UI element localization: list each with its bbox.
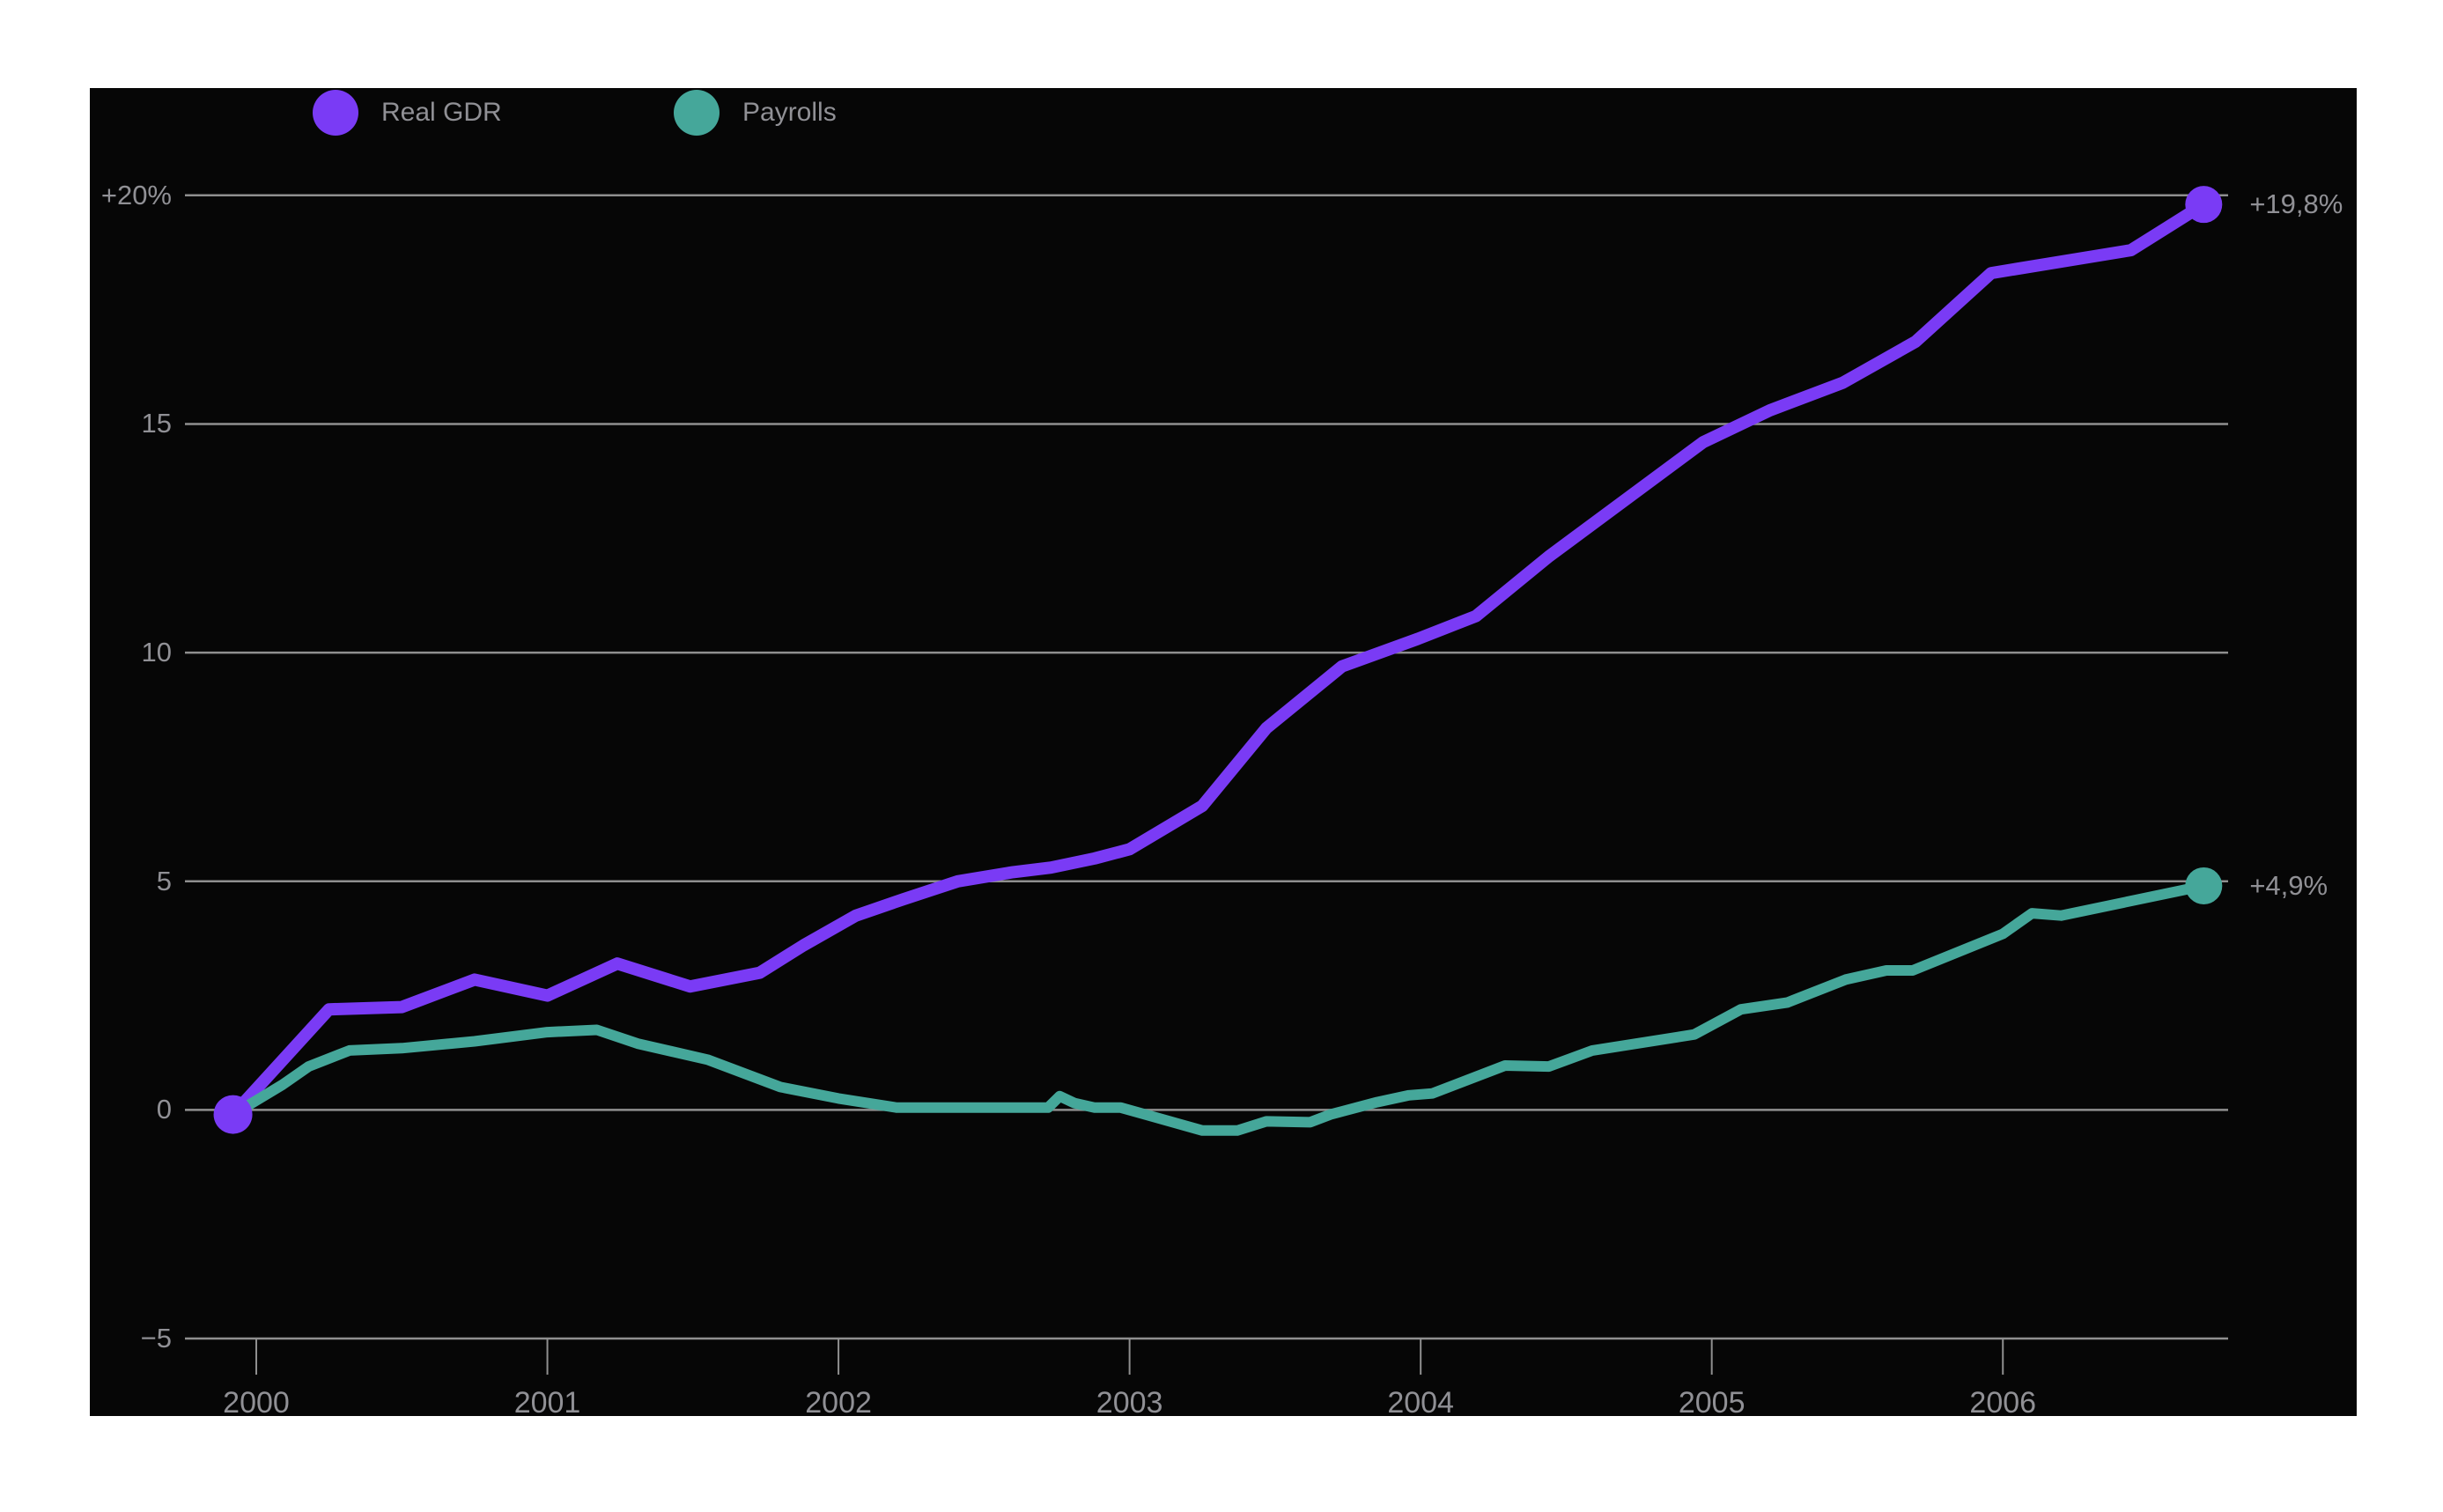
y-axis-label-0: 0 (156, 1094, 172, 1125)
x-axis-label-2005: 2005 (1678, 1386, 1746, 1420)
value-label-payrolls: +4,9% (2249, 869, 2329, 901)
series-line-real-gdr (226, 198, 2211, 1121)
chart-legend: Real GDR Payrolls (90, 88, 2357, 141)
y-axis-label--5: −5 (140, 1323, 172, 1354)
legend-label-real-gdr: Real GDR (381, 98, 502, 127)
x-axis-label-2003: 2003 (1096, 1386, 1163, 1420)
y-axis-label-10: 10 (141, 637, 172, 668)
y-axis-label-5: 5 (156, 865, 172, 896)
legend-dot-real-gdr (313, 90, 358, 136)
y-axis-label-20: +20% (100, 179, 172, 210)
start-dot-real-gdr (213, 1095, 253, 1134)
chart-plot (185, 186, 2228, 1376)
x-axis-label-2000: 2000 (223, 1386, 290, 1420)
x-axis-label-2001: 2001 (513, 1386, 581, 1420)
value-label-real-gdr: +19,8% (2249, 188, 2343, 220)
series-line-payrolls (227, 880, 2210, 1136)
x-axis-label-2002: 2002 (805, 1386, 872, 1420)
y-axis-label-15: 15 (141, 408, 172, 439)
x-axis-label-2006: 2006 (1969, 1386, 2037, 1420)
end-dot-payrolls (2185, 867, 2223, 904)
end-dot-real-gdr (2185, 186, 2223, 224)
legend-label-payrolls: Payrolls (742, 98, 837, 127)
x-axis-label-2004: 2004 (1387, 1386, 1454, 1420)
legend-dot-payrolls (674, 90, 720, 136)
chart-panel: Real GDR Payrolls +19,8% +4,9% +20% 15 10 5… (90, 88, 2357, 1420)
